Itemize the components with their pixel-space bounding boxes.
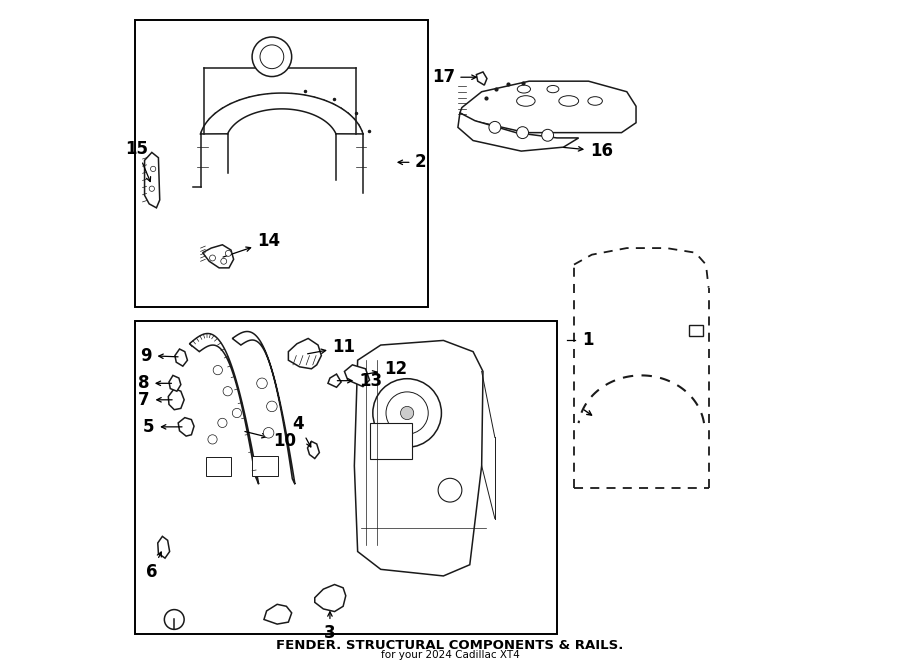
Polygon shape <box>168 389 184 410</box>
Polygon shape <box>175 349 187 366</box>
Circle shape <box>210 255 215 261</box>
Polygon shape <box>476 72 487 85</box>
Text: 15: 15 <box>125 140 150 181</box>
Circle shape <box>149 186 155 191</box>
Polygon shape <box>355 340 483 576</box>
Circle shape <box>266 401 277 412</box>
Circle shape <box>232 408 241 418</box>
Polygon shape <box>288 338 321 369</box>
Polygon shape <box>202 245 234 268</box>
Text: 9: 9 <box>140 347 178 365</box>
Circle shape <box>220 258 227 264</box>
Circle shape <box>260 45 284 69</box>
Polygon shape <box>145 152 159 208</box>
Circle shape <box>223 387 232 396</box>
Bar <box>135 21 428 307</box>
Text: 8: 8 <box>138 374 172 393</box>
Bar <box>135 320 557 634</box>
Text: 13: 13 <box>338 371 382 390</box>
Circle shape <box>165 610 184 630</box>
Text: 3: 3 <box>324 612 336 642</box>
Circle shape <box>150 166 156 171</box>
Text: FENDER. STRUCTURAL COMPONENTS & RAILS.: FENDER. STRUCTURAL COMPONENTS & RAILS. <box>276 639 624 652</box>
Circle shape <box>542 129 554 141</box>
Polygon shape <box>189 334 258 484</box>
Bar <box>370 423 412 459</box>
Bar <box>206 457 231 476</box>
Polygon shape <box>308 442 320 459</box>
Circle shape <box>386 392 428 434</box>
Circle shape <box>264 428 274 438</box>
Text: 4: 4 <box>292 415 310 447</box>
Ellipse shape <box>559 96 579 106</box>
Circle shape <box>252 37 292 77</box>
Circle shape <box>373 379 441 448</box>
Polygon shape <box>158 536 169 558</box>
Text: for your 2024 Cadillac XT4: for your 2024 Cadillac XT4 <box>381 650 519 660</box>
Bar <box>252 456 278 476</box>
Text: 2: 2 <box>398 154 426 171</box>
Circle shape <box>213 365 222 375</box>
Ellipse shape <box>547 85 559 93</box>
Polygon shape <box>458 113 579 151</box>
Ellipse shape <box>517 96 535 106</box>
Ellipse shape <box>588 97 602 105</box>
Polygon shape <box>178 418 194 436</box>
Text: 17: 17 <box>432 68 476 86</box>
Circle shape <box>256 378 267 389</box>
Text: 6: 6 <box>146 552 161 581</box>
Text: 7: 7 <box>139 391 172 409</box>
Polygon shape <box>460 81 636 132</box>
Bar <box>688 325 703 336</box>
Circle shape <box>400 406 414 420</box>
Text: 11: 11 <box>308 338 356 356</box>
Text: 10: 10 <box>245 432 296 450</box>
Ellipse shape <box>518 85 530 93</box>
Polygon shape <box>328 374 341 387</box>
Polygon shape <box>345 365 370 387</box>
Circle shape <box>517 126 528 138</box>
Polygon shape <box>232 332 295 484</box>
Polygon shape <box>315 585 346 612</box>
Text: 12: 12 <box>362 360 407 378</box>
Text: 5: 5 <box>143 418 182 436</box>
Circle shape <box>438 479 462 502</box>
Circle shape <box>218 418 227 428</box>
Circle shape <box>208 435 217 444</box>
Circle shape <box>489 121 500 133</box>
Circle shape <box>225 250 231 256</box>
Polygon shape <box>169 375 181 391</box>
Text: 1: 1 <box>582 332 593 350</box>
Text: 16: 16 <box>563 142 613 160</box>
Text: 14: 14 <box>223 232 281 257</box>
Polygon shape <box>264 604 292 624</box>
